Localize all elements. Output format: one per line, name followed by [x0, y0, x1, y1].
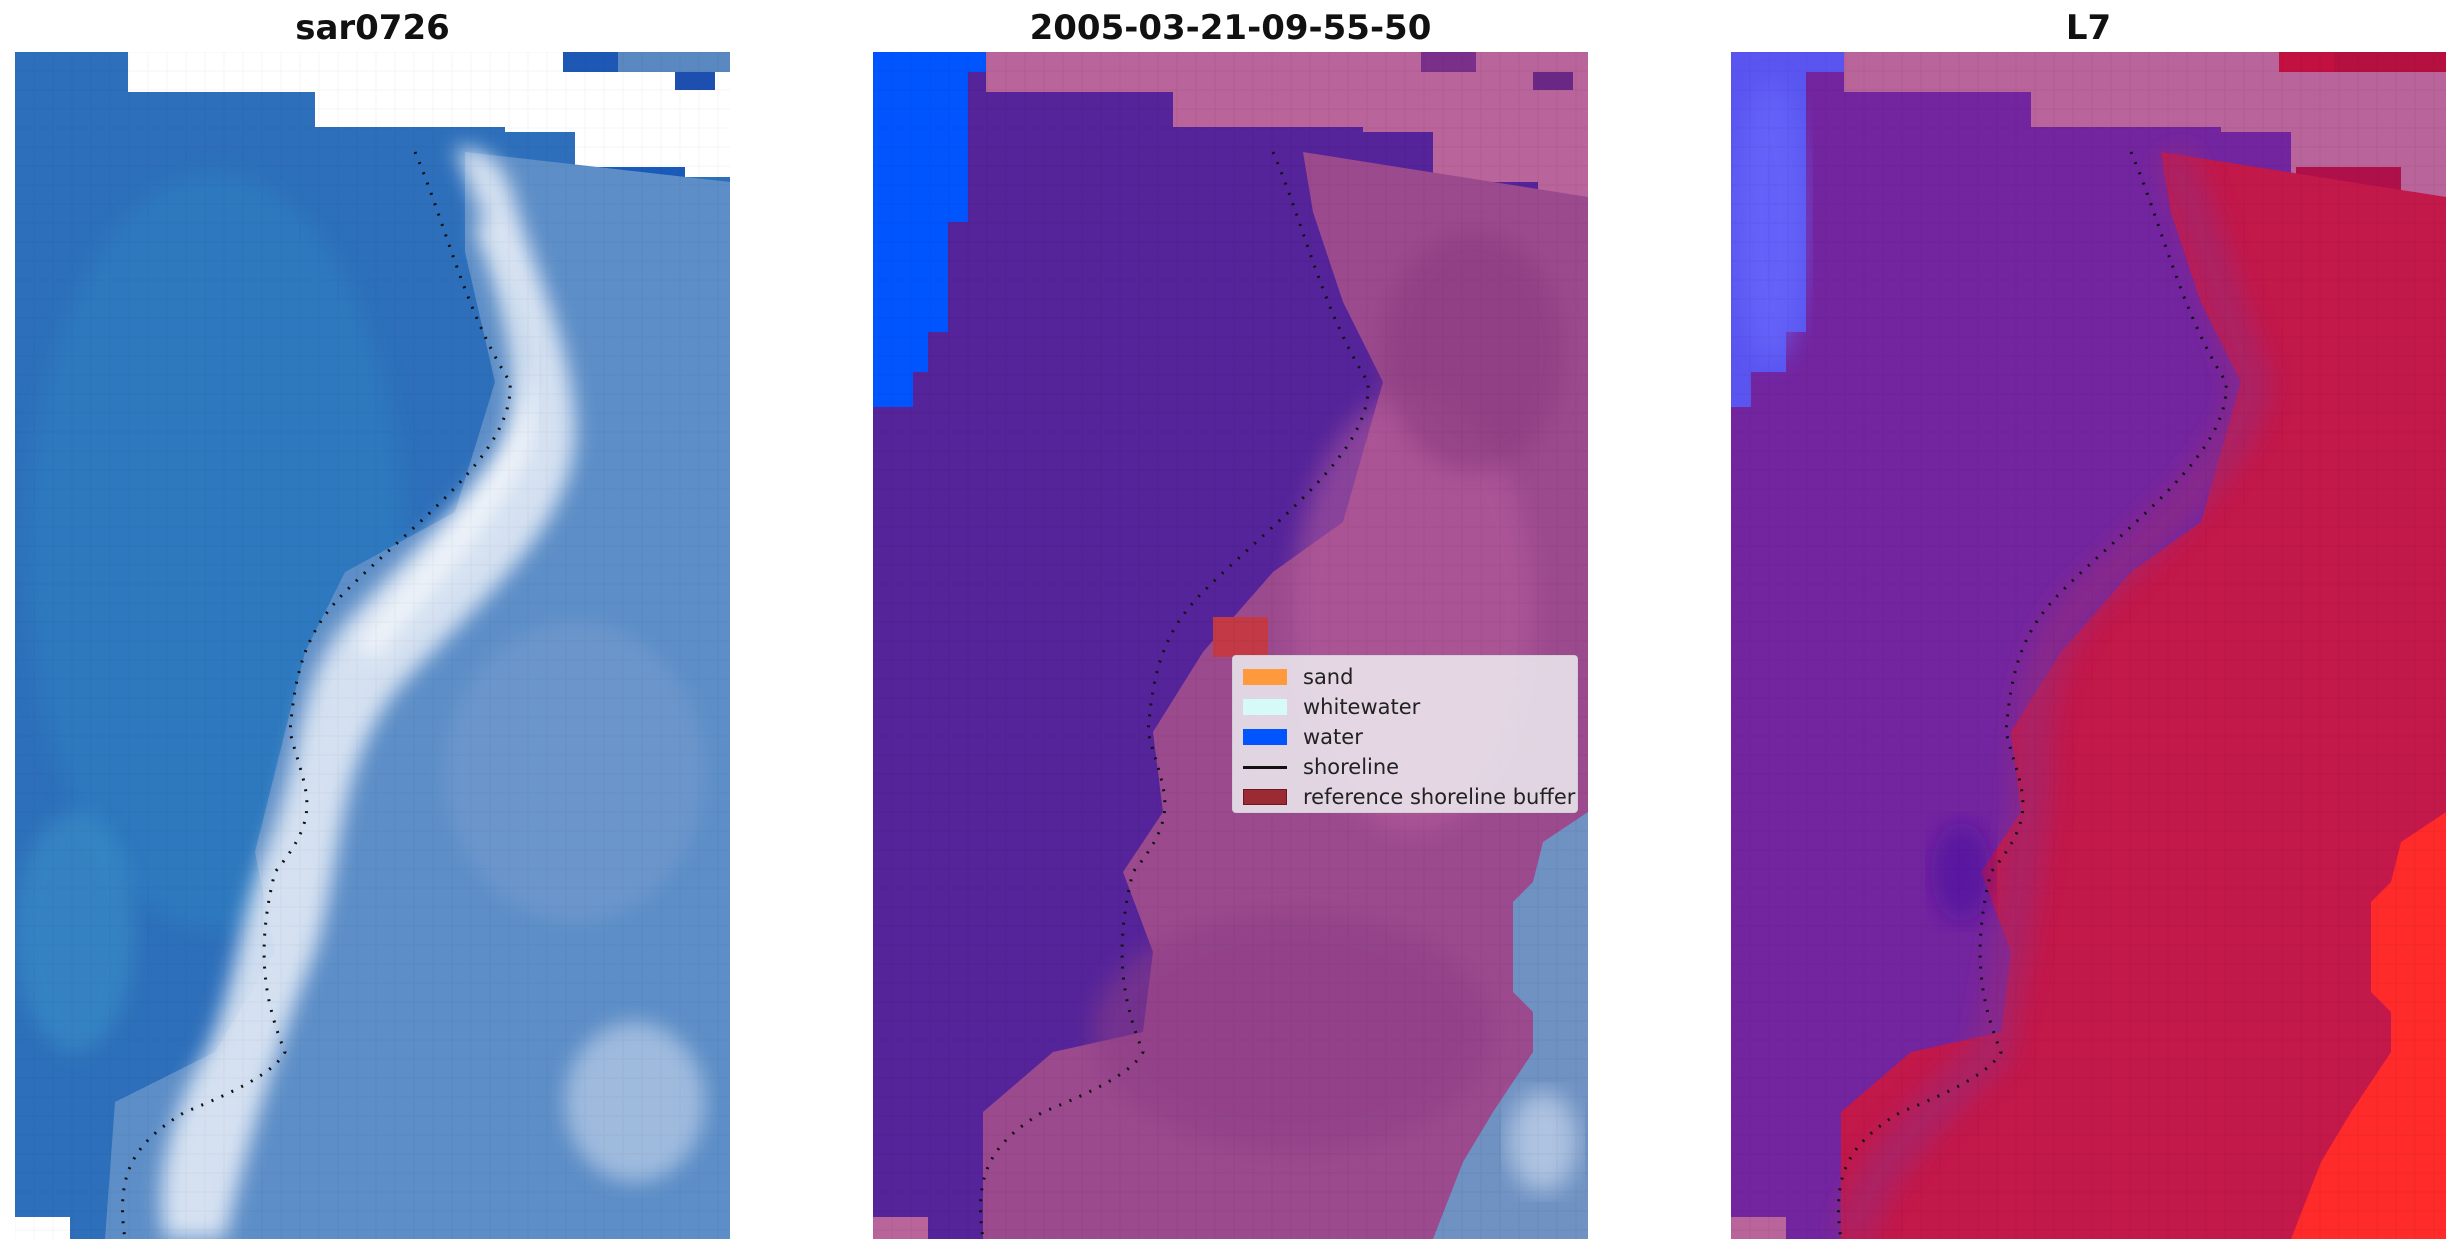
legend-item-sand: sand	[1243, 662, 1567, 692]
sand-swatch-icon	[1243, 669, 1287, 685]
legend-item-reference-buffer: reference shoreline buffer	[1243, 782, 1575, 812]
water-index-image	[1731, 52, 2446, 1239]
panel-title-index: L7	[2065, 8, 2112, 48]
legend: sand whitewater water shoreline referenc…	[1232, 655, 1578, 813]
legend-label: shoreline	[1303, 755, 1400, 779]
classified-image	[873, 52, 1588, 1239]
panel-title-rgb: sar0726	[295, 8, 450, 48]
buffer-swatch-icon	[1243, 789, 1287, 805]
legend-label: water	[1303, 725, 1363, 749]
water-swatch-icon	[1243, 729, 1287, 745]
legend-label: reference shoreline buffer	[1303, 785, 1576, 809]
shoreline-line-icon	[1243, 765, 1287, 769]
panel-title-classified: 2005-03-21-09-55-50	[1029, 8, 1432, 48]
legend-label: whitewater	[1303, 695, 1421, 719]
legend-item-water: water	[1243, 722, 1567, 752]
legend-label: sand	[1303, 665, 1354, 689]
legend-item-shoreline: shoreline	[1243, 752, 1567, 782]
satellite-rgb-image	[15, 52, 730, 1239]
whitewater-swatch-icon	[1243, 699, 1287, 715]
legend-item-whitewater: whitewater	[1243, 692, 1567, 722]
